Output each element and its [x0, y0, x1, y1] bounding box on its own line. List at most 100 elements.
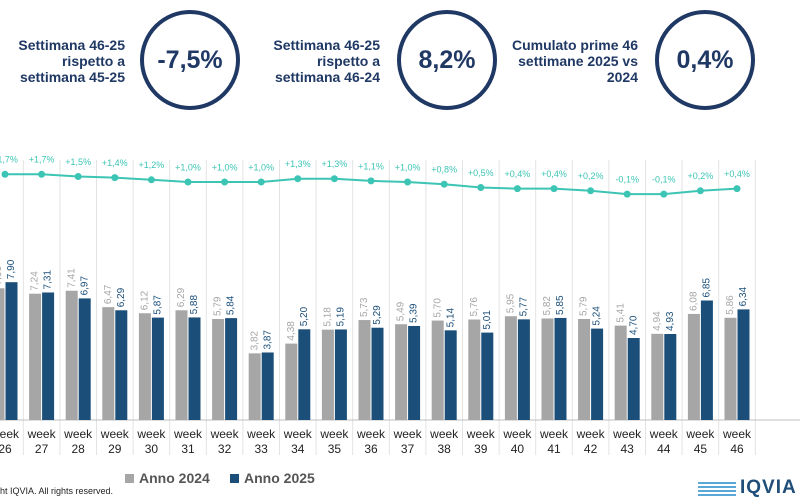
- bar: [444, 330, 457, 420]
- bar: [102, 307, 115, 420]
- x-tick-label: week 41: [539, 427, 568, 456]
- value-label: +1,0%: [212, 162, 238, 172]
- line-point: [38, 170, 46, 178]
- x-tick-label: week 26: [0, 427, 19, 456]
- bar: [554, 317, 567, 420]
- bar: [395, 324, 408, 420]
- value-label: 5,19: [336, 307, 347, 327]
- kpi-value: 0,4%: [655, 10, 755, 110]
- line-point: [513, 185, 521, 193]
- kpi-label: Settimana 46-25 rispetto a settimana 45-…: [18, 37, 125, 85]
- value-label: +1,7%: [29, 155, 55, 165]
- value-label: +1,7%: [0, 155, 18, 165]
- value-label: 5,73: [359, 297, 370, 317]
- value-label: +0,8%: [431, 165, 457, 175]
- bar: [188, 317, 201, 420]
- kpi-label: Cumulato prime 46 settimane 2025 vs 2024: [511, 37, 638, 85]
- bar: [298, 329, 311, 420]
- value-label: 5,95: [506, 293, 517, 313]
- x-tick-label: week 37: [393, 427, 422, 456]
- value-label: 7,41: [66, 268, 77, 288]
- x-tick-label: week 42: [576, 427, 605, 456]
- line-point: [660, 190, 668, 198]
- line-point: [587, 187, 595, 195]
- logo-mark: [698, 482, 736, 496]
- line-point: [440, 180, 448, 188]
- line-point: [184, 178, 192, 186]
- value-label: 5,84: [226, 295, 237, 315]
- value-label: 5,41: [615, 303, 626, 323]
- value-label: 5,70: [432, 298, 443, 318]
- value-label: 5,82: [542, 296, 553, 316]
- value-label: +0,2%: [688, 171, 714, 181]
- bar: [700, 300, 713, 420]
- bar: [0, 288, 5, 420]
- bar: [517, 319, 530, 420]
- bar: [138, 313, 151, 420]
- bar: [504, 316, 517, 420]
- bar: [212, 318, 225, 420]
- value-label: 4,38: [286, 321, 297, 341]
- line-point: [733, 185, 741, 193]
- value-label: 3,82: [249, 330, 260, 350]
- value-label: +1,0%: [248, 162, 274, 172]
- value-label: 7,55: [0, 265, 4, 285]
- value-label: 5,85: [555, 295, 566, 315]
- value-label: +0,5%: [468, 168, 494, 178]
- bar: [151, 317, 164, 420]
- kpi-label: Settimana 46-25 rispetto a settimana 46-…: [273, 37, 380, 85]
- x-tick-label: week 29: [100, 427, 129, 456]
- x-tick-label: week 28: [64, 427, 93, 456]
- line-point: [257, 178, 265, 186]
- bar: [408, 325, 421, 420]
- x-tick-label: week 35: [320, 427, 349, 456]
- value-label: +0,4%: [541, 169, 567, 179]
- bar: [737, 309, 750, 420]
- value-label: +0,2%: [578, 171, 604, 181]
- bar: [115, 310, 128, 420]
- x-tick-label: week 30: [137, 427, 166, 456]
- bar: [664, 333, 677, 420]
- value-label: 7,31: [43, 270, 54, 290]
- value-label: 4,94: [652, 311, 663, 331]
- value-label: 6,29: [116, 287, 127, 307]
- value-label: 7,90: [6, 259, 17, 279]
- x-tick-label: week 32: [210, 427, 239, 456]
- logo: IQVIA: [740, 477, 797, 498]
- value-label: +0,4%: [724, 169, 750, 179]
- footer: ht IQVIA. All rights reserved.: [0, 486, 114, 496]
- value-label: -0,1%: [615, 174, 639, 184]
- value-label: 6,85: [702, 278, 713, 298]
- line-point: [147, 176, 155, 184]
- x-tick-label: week 38: [430, 427, 459, 456]
- bar: [65, 290, 78, 420]
- line-point: [367, 177, 375, 185]
- value-label: 3,87: [262, 330, 273, 350]
- bar: [42, 292, 55, 420]
- bar: [285, 343, 298, 420]
- value-label: 5,49: [396, 301, 407, 321]
- x-tick-label: week 31: [173, 427, 202, 456]
- bar: [687, 313, 700, 420]
- value-label: 5,79: [213, 296, 224, 316]
- legend-label: Anno 2024: [139, 470, 210, 486]
- x-tick-label: week 46: [722, 427, 751, 456]
- value-label: +1,4%: [102, 158, 128, 168]
- line-point: [330, 175, 338, 183]
- bar: [334, 329, 347, 420]
- x-tick-label: week 43: [613, 427, 642, 456]
- line-point: [404, 178, 412, 186]
- bar: [627, 338, 640, 420]
- bar: [481, 332, 494, 420]
- value-label: 6,12: [140, 290, 151, 310]
- value-label: 5,14: [445, 307, 456, 327]
- value-label: 5,76: [469, 297, 480, 317]
- x-tick-label: week 34: [283, 427, 312, 456]
- bar: [5, 282, 18, 420]
- line-point: [111, 174, 119, 182]
- x-tick-label: week 33: [247, 427, 276, 456]
- value-label: 5,88: [189, 295, 200, 315]
- value-label: 6,29: [176, 287, 187, 307]
- bar: [724, 317, 737, 420]
